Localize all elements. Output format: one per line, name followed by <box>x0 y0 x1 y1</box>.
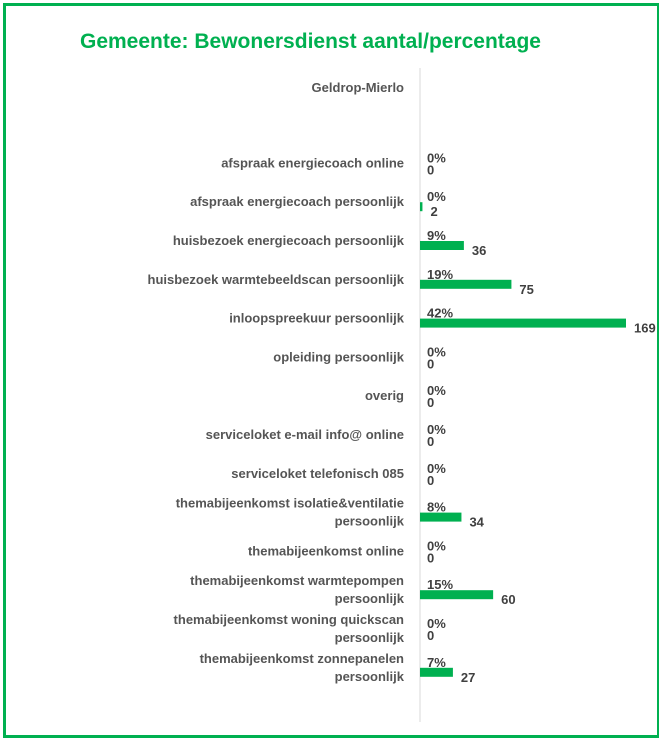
chart-title: Gemeente: Bewonersdienst aantal/percenta… <box>80 30 541 53</box>
bar-marks: afspraak energiecoach online 0%0afspraak … <box>148 150 656 684</box>
value-label: 0 <box>427 162 434 177</box>
category-label-line: afspraak energiecoach online <box>221 155 404 170</box>
category-label: themabijeenkomst zonnepanelen persoonlijk <box>200 651 405 684</box>
category-label-line: themabijeenkomst isolatie&ventilatie <box>176 496 404 511</box>
percentage-label: 0% <box>427 422 446 437</box>
category-label: inloopspreekuur persoonlijk <box>229 311 405 326</box>
percentage-label: 19% <box>427 267 453 282</box>
bar <box>420 279 512 289</box>
category-label-line: persoonlijk <box>335 669 405 684</box>
value-label: 0 <box>427 550 434 565</box>
bar <box>420 590 494 600</box>
category-label: serviceloket telefonisch 085 <box>231 466 404 481</box>
category-label: opleiding persoonlijk <box>273 349 405 364</box>
series-label: Geldrop-Mierlo <box>312 80 405 95</box>
category-label: themabijeenkomst isolatie&ventilatie pers… <box>176 496 405 529</box>
percentage-label: 9% <box>427 228 446 243</box>
category-label-line: opleiding persoonlijk <box>273 349 405 364</box>
category-label: huisbezoek warmtebeeldscan persoonlijk <box>148 272 405 287</box>
value-label: 36 <box>472 243 486 258</box>
percentage-label: 0% <box>427 344 446 359</box>
value-label: 0 <box>427 356 434 371</box>
category-label-line: persoonlijk <box>335 630 405 645</box>
percentage-label: 7% <box>427 655 446 670</box>
percentage-label: 0% <box>427 461 446 476</box>
category-label-line: serviceloket telefonisch 085 <box>231 466 404 481</box>
percentage-label: 0% <box>427 150 446 165</box>
percentage-label: 0% <box>427 383 446 398</box>
chart-frame <box>3 3 659 738</box>
category-label: afspraak energiecoach persoonlijk <box>190 194 405 209</box>
value-label: 0 <box>427 434 434 449</box>
category-label: themabijeenkomst online <box>248 543 404 558</box>
bar <box>420 202 423 212</box>
category-label: themabijeenkomst woning quickscan persoon… <box>174 612 405 645</box>
category-label-line: huisbezoek warmtebeeldscan persoonlijk <box>148 272 405 287</box>
category-label: afspraak energiecoach online <box>221 155 404 170</box>
bar <box>420 318 626 328</box>
category-label-line: afspraak energiecoach persoonlijk <box>190 194 405 209</box>
bar <box>420 241 464 250</box>
category-label-line: overig <box>365 388 404 403</box>
value-label: 60 <box>501 592 515 607</box>
percentage-label: 42% <box>427 306 453 321</box>
value-label: 0 <box>427 395 434 410</box>
value-label: 75 <box>519 282 533 297</box>
category-label: huisbezoek energiecoach persoonlijk <box>173 233 405 248</box>
percentage-label: 8% <box>427 500 446 515</box>
category-label-line: themabijeenkomst warmtepompen <box>190 573 404 588</box>
percentage-label: 15% <box>427 577 453 592</box>
percentage-label: 0% <box>427 189 446 204</box>
category-label-line: persoonlijk <box>335 514 405 529</box>
value-label: 0 <box>427 473 434 488</box>
category-label-line: persoonlijk <box>335 591 405 606</box>
bar <box>420 512 462 522</box>
value-label: 27 <box>461 670 475 685</box>
value-label: 2 <box>430 204 437 219</box>
value-label: 0 <box>427 628 434 643</box>
value-label: 34 <box>469 515 484 530</box>
category-label-line: serviceloket e-mail info@ online <box>206 427 404 442</box>
category-label: themabijeenkomst warmtepompen persoonlijk <box>190 573 405 606</box>
category-label-line: themabijeenkomst online <box>248 543 404 558</box>
value-label: 169 <box>634 321 656 336</box>
bar <box>420 667 453 677</box>
category-label: serviceloket e-mail info@ online <box>206 427 404 442</box>
category-label-line: inloopspreekuur persoonlijk <box>229 311 405 326</box>
percentage-label: 0% <box>427 616 446 631</box>
category-label-line: huisbezoek energiecoach persoonlijk <box>173 233 405 248</box>
category-label-line: themabijeenkomst zonnepanelen <box>200 651 404 666</box>
category-label: overig <box>365 388 404 403</box>
category-label-line: themabijeenkomst woning quickscan <box>174 612 404 627</box>
percentage-label: 0% <box>427 538 446 553</box>
